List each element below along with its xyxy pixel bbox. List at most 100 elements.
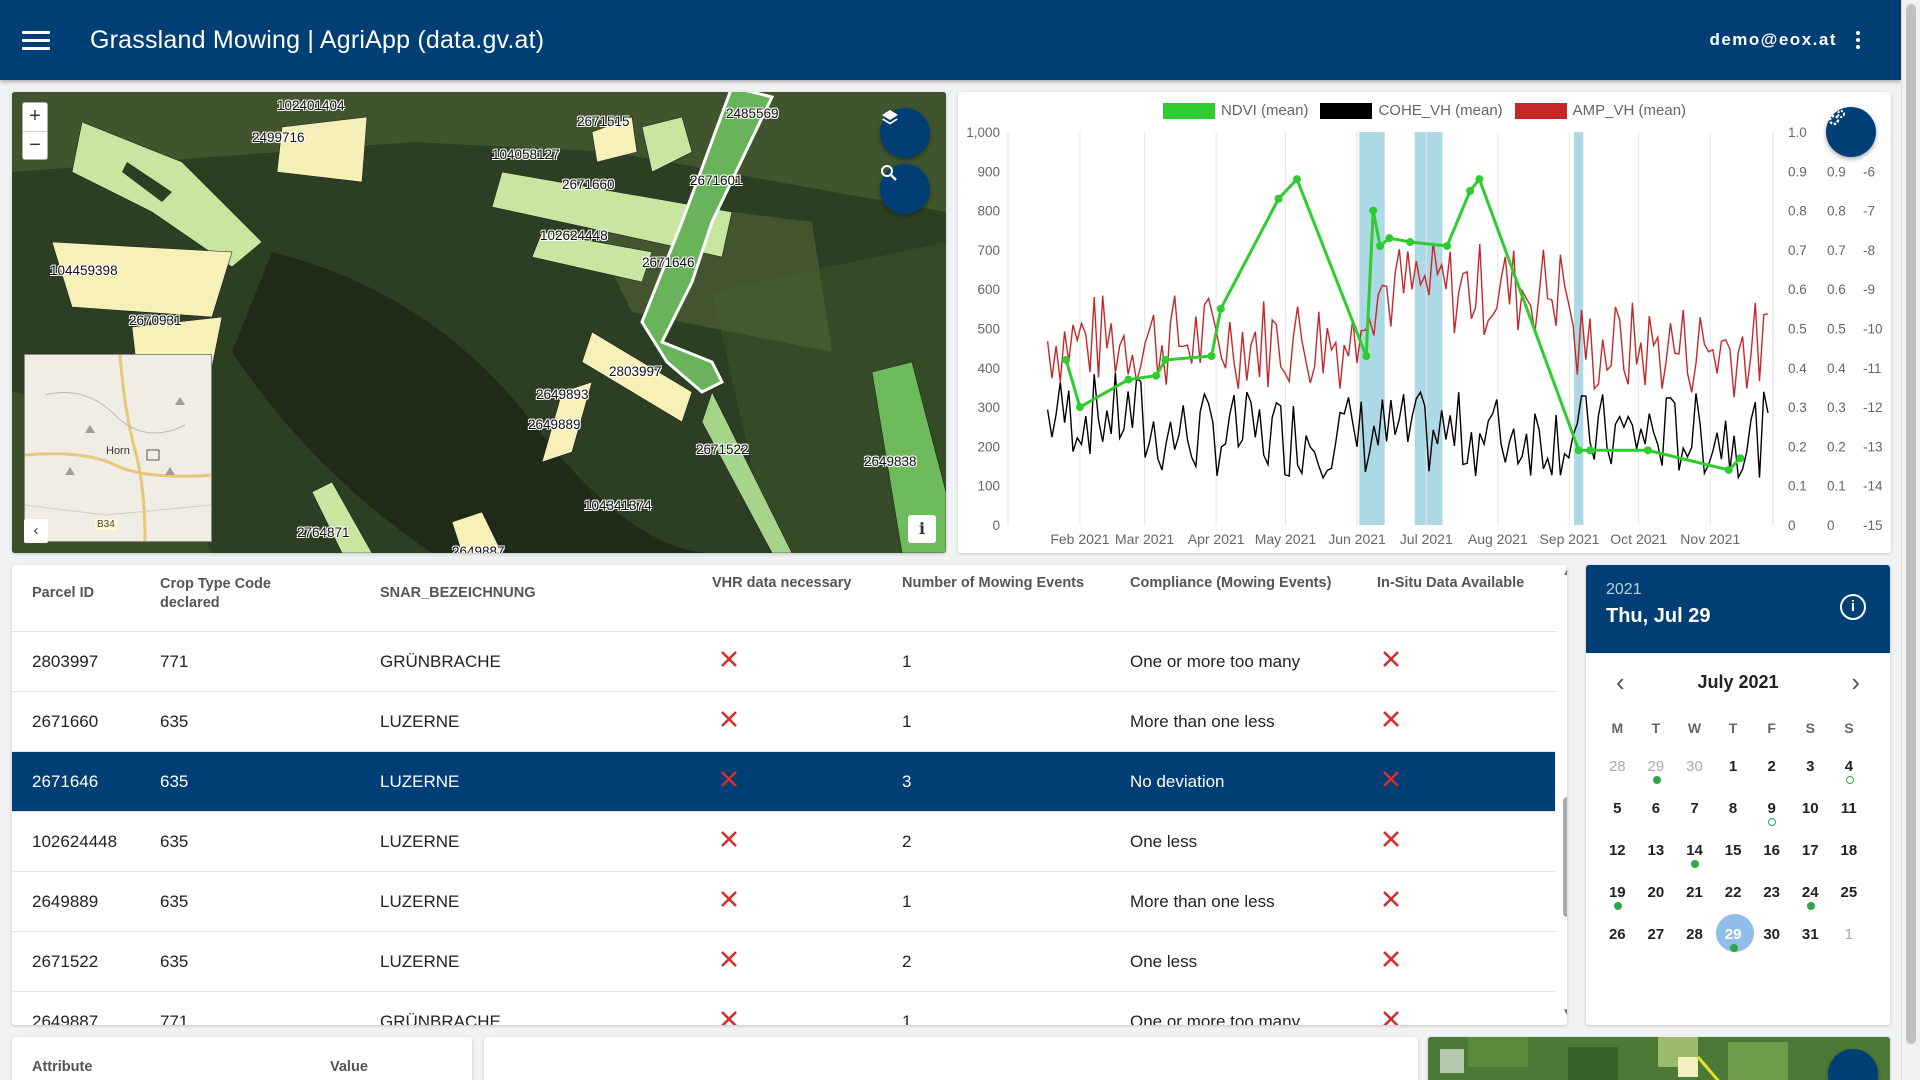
y-left-tick-label: 200	[977, 439, 1000, 454]
selected-date[interactable]: Thu, Jul 29	[1606, 605, 1711, 627]
parcel-label: 2803997	[609, 364, 662, 379]
ndvi-point	[1574, 446, 1583, 455]
calendar-day[interactable]: 30	[1675, 745, 1714, 787]
table-row[interactable]: 2803997 771 GRÜNBRACHE 1 One or more too man…	[12, 632, 1555, 692]
parcel-label: 104341374	[584, 498, 652, 513]
map-info-button[interactable]: i	[908, 515, 936, 543]
crop-code-cell: 635	[160, 712, 189, 731]
info-icon[interactable]: i	[1840, 594, 1866, 620]
table-row[interactable]: 2671660 635 LUZERNE 1 More than one less	[12, 692, 1555, 752]
calendar-day[interactable]: 5	[1598, 787, 1637, 829]
column-header[interactable]: Compliance (Mowing Events)	[1130, 575, 1332, 591]
month-label[interactable]: July 2021	[1697, 671, 1779, 692]
calendar-day[interactable]: 20	[1637, 871, 1676, 913]
calendar-day[interactable]: 21	[1675, 871, 1714, 913]
calendar-day[interactable]: 9	[1752, 787, 1791, 829]
crop-code-cell: 635	[160, 832, 189, 851]
calendar-day[interactable]: 28	[1675, 913, 1714, 955]
calendar-day[interactable]: 7	[1675, 787, 1714, 829]
user-email[interactable]: demo@eox.at	[1709, 30, 1837, 49]
chart-plot-area: Feb 2021 Mar 2021 Apr 2021 May 2021 Jun 2021…	[966, 125, 1883, 547]
calendar-day[interactable]: 25	[1830, 871, 1869, 913]
minimap-town-label: Horn	[106, 445, 130, 457]
calendar-day[interactable]: 4	[1830, 745, 1869, 787]
column-header[interactable]: VHR data necessary	[712, 575, 852, 591]
table-scrollbar[interactable]: ▲ ▼	[1560, 565, 1567, 1025]
calendar-day[interactable]: 28	[1598, 745, 1637, 787]
table-row[interactable]: 2671522 635 LUZERNE 2 One less	[12, 932, 1555, 992]
calendar-day[interactable]: 27	[1637, 913, 1676, 955]
y-right-tick-label: 0.4	[1827, 361, 1846, 376]
calendar-day[interactable]: 30	[1752, 913, 1791, 955]
y-right-tick-label: 0	[1827, 518, 1835, 533]
calendar-day[interactable]: 16	[1752, 829, 1791, 871]
app-title: Grassland Mowing | AgriApp (data.gv.at)	[90, 25, 545, 54]
selected-year[interactable]: 2021	[1606, 581, 1642, 598]
day-number: 27	[1647, 926, 1665, 943]
calendar-day[interactable]: 1	[1714, 745, 1753, 787]
y-right-tick-label: -14	[1863, 479, 1883, 494]
legend-item[interactable]: AMP_VH (mean)	[1514, 102, 1686, 119]
calendar-day[interactable]: 29	[1637, 745, 1676, 787]
calendar-day-selected[interactable]: 29	[1714, 913, 1754, 955]
calendar-day[interactable]: 26	[1598, 913, 1637, 955]
legend-item[interactable]: COHE_VH (mean)	[1320, 102, 1503, 119]
table-row[interactable]: 102624448 635 LUZERNE 2 One less	[12, 812, 1555, 872]
day-number: 30	[1686, 758, 1703, 775]
legend-item[interactable]: NDVI (mean)	[1162, 102, 1308, 119]
column-header[interactable]: Parcel ID	[32, 585, 95, 601]
calendar-day[interactable]: 17	[1791, 829, 1830, 871]
ndvi-point	[1152, 371, 1161, 380]
menu-icon[interactable]	[22, 26, 50, 55]
y-right-tick-label: 0.1	[1788, 479, 1807, 494]
calendar-day[interactable]: 6	[1637, 787, 1676, 829]
calendar-day[interactable]: 31	[1791, 913, 1830, 955]
map-view[interactable]: 102401404 2499716 2671515 2485569 104058…	[12, 92, 946, 553]
calendar-day[interactable]: 14	[1675, 829, 1714, 871]
more-vert-icon[interactable]	[1855, 28, 1861, 52]
calendar-day[interactable]: 22	[1714, 871, 1753, 913]
minimap-toggle-button[interactable]: ‹	[24, 519, 48, 543]
calendar-day[interactable]: 13	[1637, 829, 1676, 871]
column-header[interactable]: Number of Mowing Events	[902, 575, 1085, 591]
calendar-day[interactable]: 18	[1830, 829, 1869, 871]
chart-settings-button[interactable]	[1826, 107, 1876, 157]
calendar-day[interactable]: 19	[1598, 871, 1637, 913]
calendar-day[interactable]: 3	[1791, 745, 1830, 787]
vhr-no-icon	[721, 651, 737, 667]
parcel-label: 2671522	[696, 442, 749, 457]
column-header[interactable]: Crop Type Code declared	[160, 576, 271, 611]
table-row[interactable]: 2649887 771 GRÜNBRACHE 1 One or more too man…	[12, 992, 1555, 1025]
zoom-out-button[interactable]: −	[23, 131, 47, 159]
calendar-day[interactable]: 11	[1830, 787, 1869, 829]
data-availability-dot	[1652, 776, 1661, 784]
calendar-day[interactable]: 12	[1598, 829, 1637, 871]
vhr-no-icon	[721, 1011, 737, 1025]
mowing-events-cell: 2	[902, 832, 912, 851]
overview-minimap[interactable]: Horn B34	[24, 354, 212, 542]
calendar-day[interactable]: 8	[1714, 787, 1753, 829]
calendar-day[interactable]: 23	[1752, 871, 1791, 913]
column-header[interactable]: SNAR_BEZEICHNUNG	[380, 585, 536, 601]
parcel-detail-map[interactable]	[1428, 1037, 1890, 1080]
search-button[interactable]	[880, 164, 930, 214]
day-number: 1	[1728, 758, 1738, 775]
calendar-day[interactable]: 15	[1714, 829, 1753, 871]
table-row[interactable]: 2671646 635 LUZERNE 3 No deviation	[12, 752, 1555, 812]
layers-button[interactable]	[880, 108, 930, 158]
zoom-in-button[interactable]: +	[29, 105, 41, 127]
day-number: 2	[1767, 758, 1776, 775]
calendar-day[interactable]: 10	[1791, 787, 1830, 829]
table-row[interactable]: 2649889 635 LUZERNE 1 More than one less	[12, 872, 1555, 932]
calendar-day[interactable]: 24	[1791, 871, 1830, 913]
app-bar: Grassland Mowing | AgriApp (data.gv.at) …	[0, 0, 1901, 80]
insitu-no-icon	[1383, 831, 1399, 847]
next-month-button[interactable]: ›	[1851, 667, 1860, 697]
calendar-day[interactable]: 1	[1830, 913, 1869, 955]
previous-month-button[interactable]: ‹	[1616, 667, 1625, 697]
column-header[interactable]: In-Situ Data Available	[1377, 575, 1525, 591]
parcel-id-cell: 2671522	[32, 952, 99, 971]
page-scrollbar[interactable]	[1901, 0, 1920, 1080]
calendar-day[interactable]: 2	[1752, 745, 1791, 787]
